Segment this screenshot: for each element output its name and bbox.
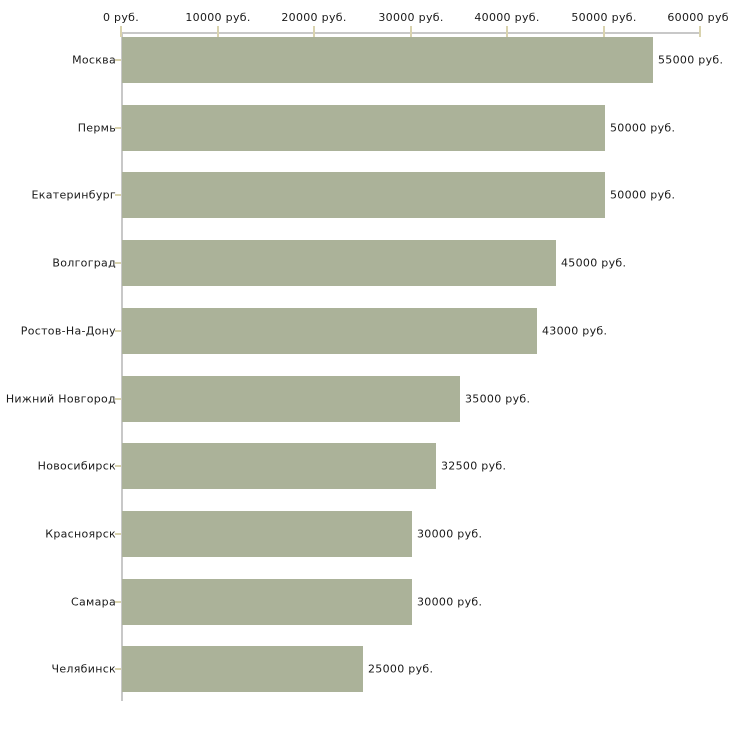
bar-4 [122, 308, 537, 354]
value-label: 30000 руб. [417, 595, 483, 609]
x-axis-tick [506, 26, 508, 37]
x-axis-tick [699, 26, 701, 37]
bar-1 [122, 105, 605, 151]
bar-3 [122, 240, 556, 286]
y-axis-line [121, 32, 123, 701]
bar-8 [122, 579, 412, 625]
category-label: Пермь [77, 121, 116, 135]
x-axis-tick [120, 26, 122, 37]
category-label: Новосибирск [37, 459, 116, 473]
y-axis-tick [115, 465, 121, 467]
y-axis-tick [115, 533, 121, 535]
y-axis-tick [115, 127, 121, 129]
x-axis-tick-label: 40000 руб. [474, 11, 540, 24]
y-axis-tick [115, 601, 121, 603]
category-label: Нижний Новгород [5, 392, 116, 406]
value-label: 32500 руб. [441, 459, 507, 473]
x-axis-tick [217, 26, 219, 37]
y-axis-tick [115, 398, 121, 400]
category-label: Самара [71, 595, 116, 609]
value-label: 25000 руб. [368, 662, 434, 676]
x-axis-tick [603, 26, 605, 37]
value-label: 50000 руб. [610, 188, 676, 202]
x-axis-tick-label: 60000 руб. [667, 11, 730, 24]
x-axis-tick-label: 50000 руб. [571, 11, 637, 24]
x-axis-tick [410, 26, 412, 37]
value-label: 50000 руб. [610, 121, 676, 135]
bar-5 [122, 376, 460, 422]
value-label: 35000 руб. [465, 392, 531, 406]
bar-0 [122, 37, 653, 83]
y-axis-tick [115, 59, 121, 61]
y-axis-tick [115, 330, 121, 332]
category-label: Волгоград [52, 256, 116, 270]
x-axis-tick-label: 30000 руб. [378, 11, 444, 24]
category-label: Ростов-На-Дону [20, 324, 116, 338]
value-label: 43000 руб. [542, 324, 608, 338]
category-label: Челябинск [51, 662, 116, 676]
category-label: Москва [72, 53, 116, 67]
bar-2 [122, 172, 605, 218]
y-axis-tick [115, 194, 121, 196]
x-axis-tick-label: 20000 руб. [281, 11, 347, 24]
y-axis-tick [115, 262, 121, 264]
bar-7 [122, 511, 412, 557]
value-label: 55000 руб. [658, 53, 724, 67]
category-label: Красноярск [45, 527, 116, 541]
x-axis-tick [313, 26, 315, 37]
bar-9 [122, 646, 363, 692]
value-label: 45000 руб. [561, 256, 627, 270]
x-axis-tick-label: 10000 руб. [185, 11, 251, 24]
bar-6 [122, 443, 436, 489]
category-label: Екатеринбург [31, 188, 116, 202]
x-axis-tick-label: 0 руб. [102, 11, 140, 24]
value-label: 30000 руб. [417, 527, 483, 541]
y-axis-tick [115, 668, 121, 670]
